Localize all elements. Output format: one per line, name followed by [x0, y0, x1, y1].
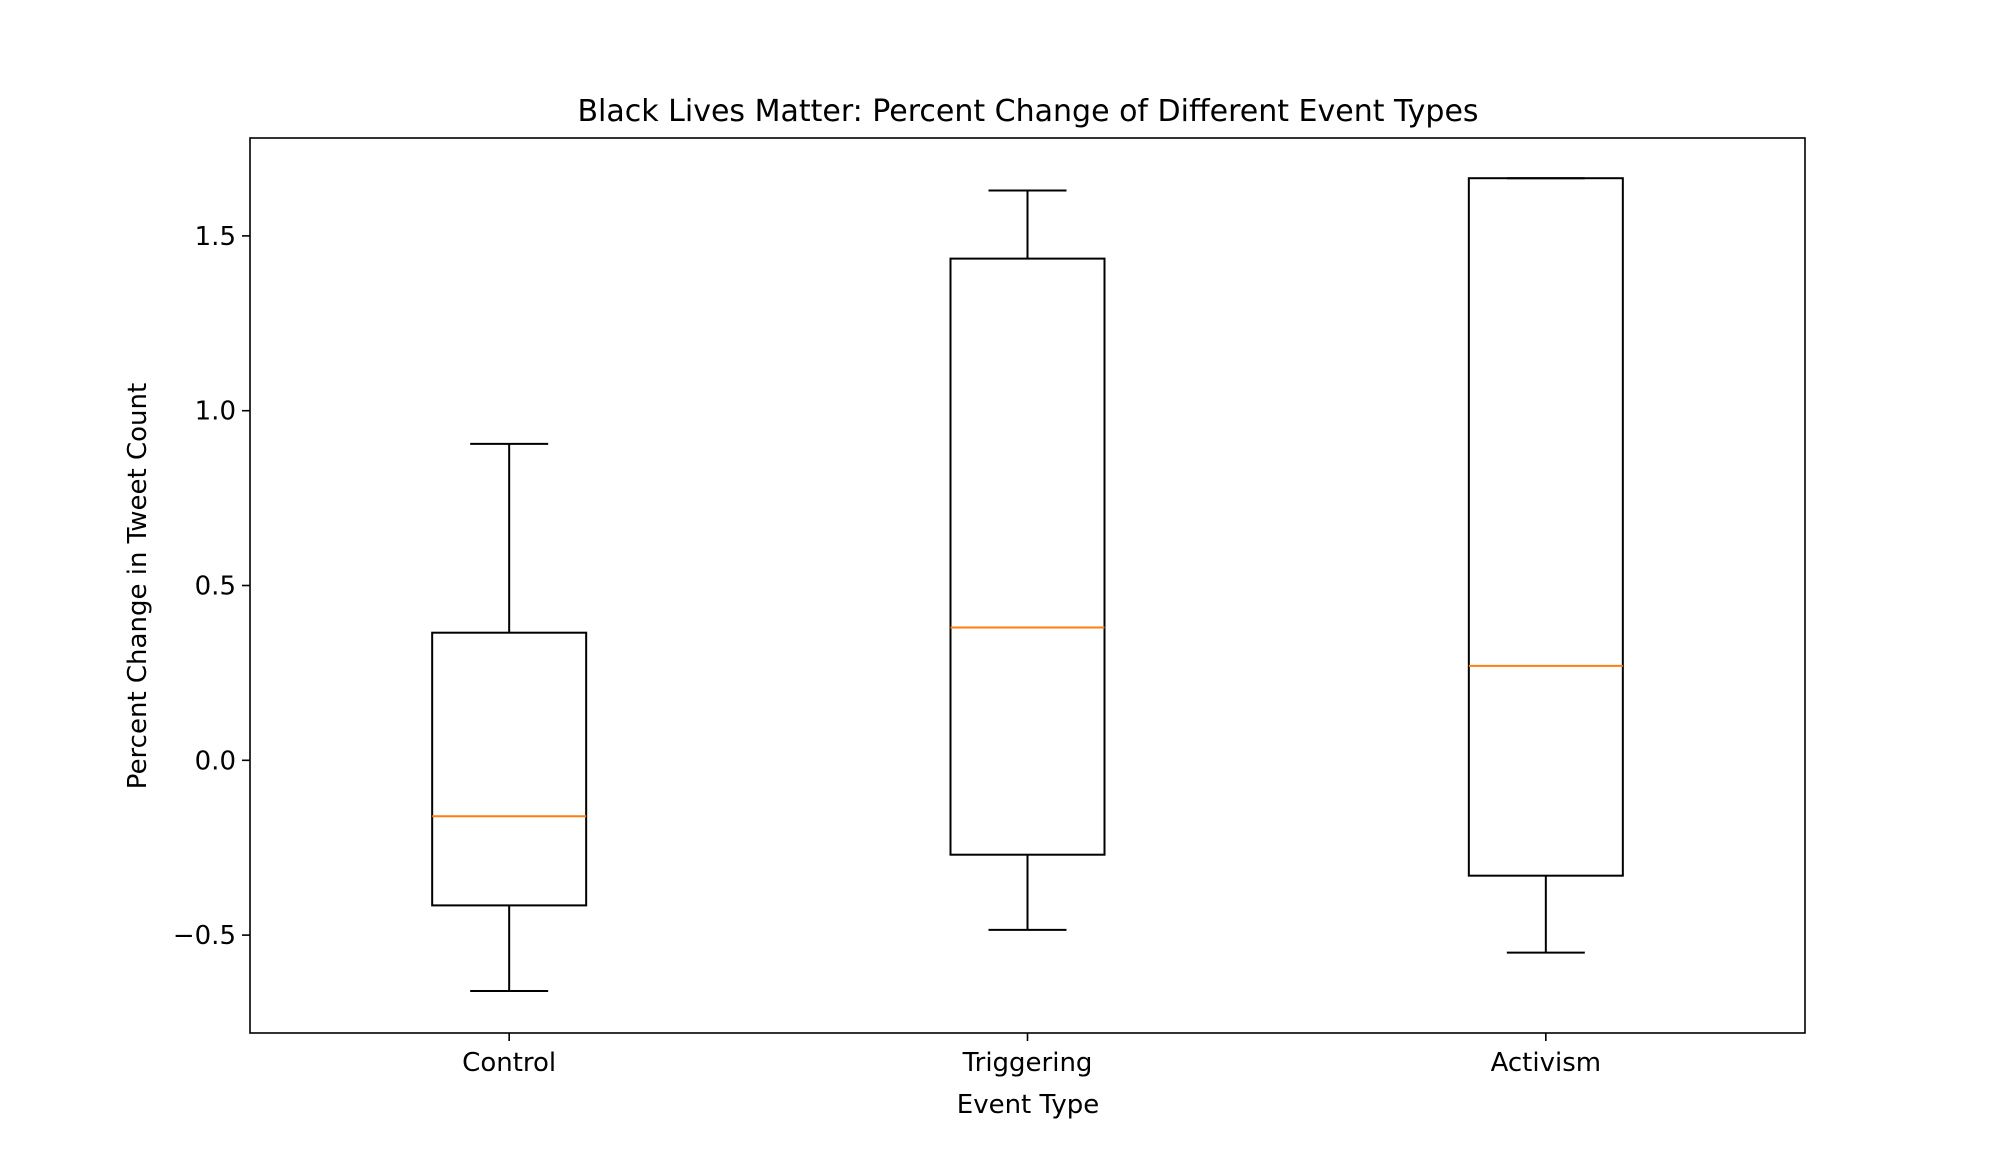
- box-triggering: [949, 189, 1106, 931]
- y-tick-label: 1.0: [195, 397, 236, 427]
- box-plots: [431, 177, 1624, 993]
- y-axis-label: Percent Change in Tweet Count: [123, 383, 153, 789]
- y-tick-label: −0.5: [173, 921, 236, 951]
- iqr-box: [949, 257, 1106, 856]
- y-axis: −0.5 0.0 0.5 1.0 1.5: [173, 222, 250, 951]
- y-tick-label: 0.0: [195, 746, 236, 776]
- chart-title: Black Lives Matter: Percent Change of Di…: [577, 94, 1478, 129]
- box-control: [431, 442, 588, 993]
- iqr-box: [431, 631, 588, 907]
- y-tick-label: 0.5: [195, 572, 236, 602]
- box-activism: [1467, 177, 1624, 954]
- x-tick-label: Control: [462, 1048, 556, 1078]
- x-tick-label: Activism: [1491, 1048, 1602, 1078]
- x-tick-label: Triggering: [962, 1048, 1093, 1078]
- x-axis: Control Triggering Activism: [462, 1033, 1601, 1078]
- y-tick-label: 1.5: [195, 222, 236, 252]
- x-axis-label: Event Type: [957, 1090, 1099, 1120]
- iqr-box: [1467, 177, 1624, 877]
